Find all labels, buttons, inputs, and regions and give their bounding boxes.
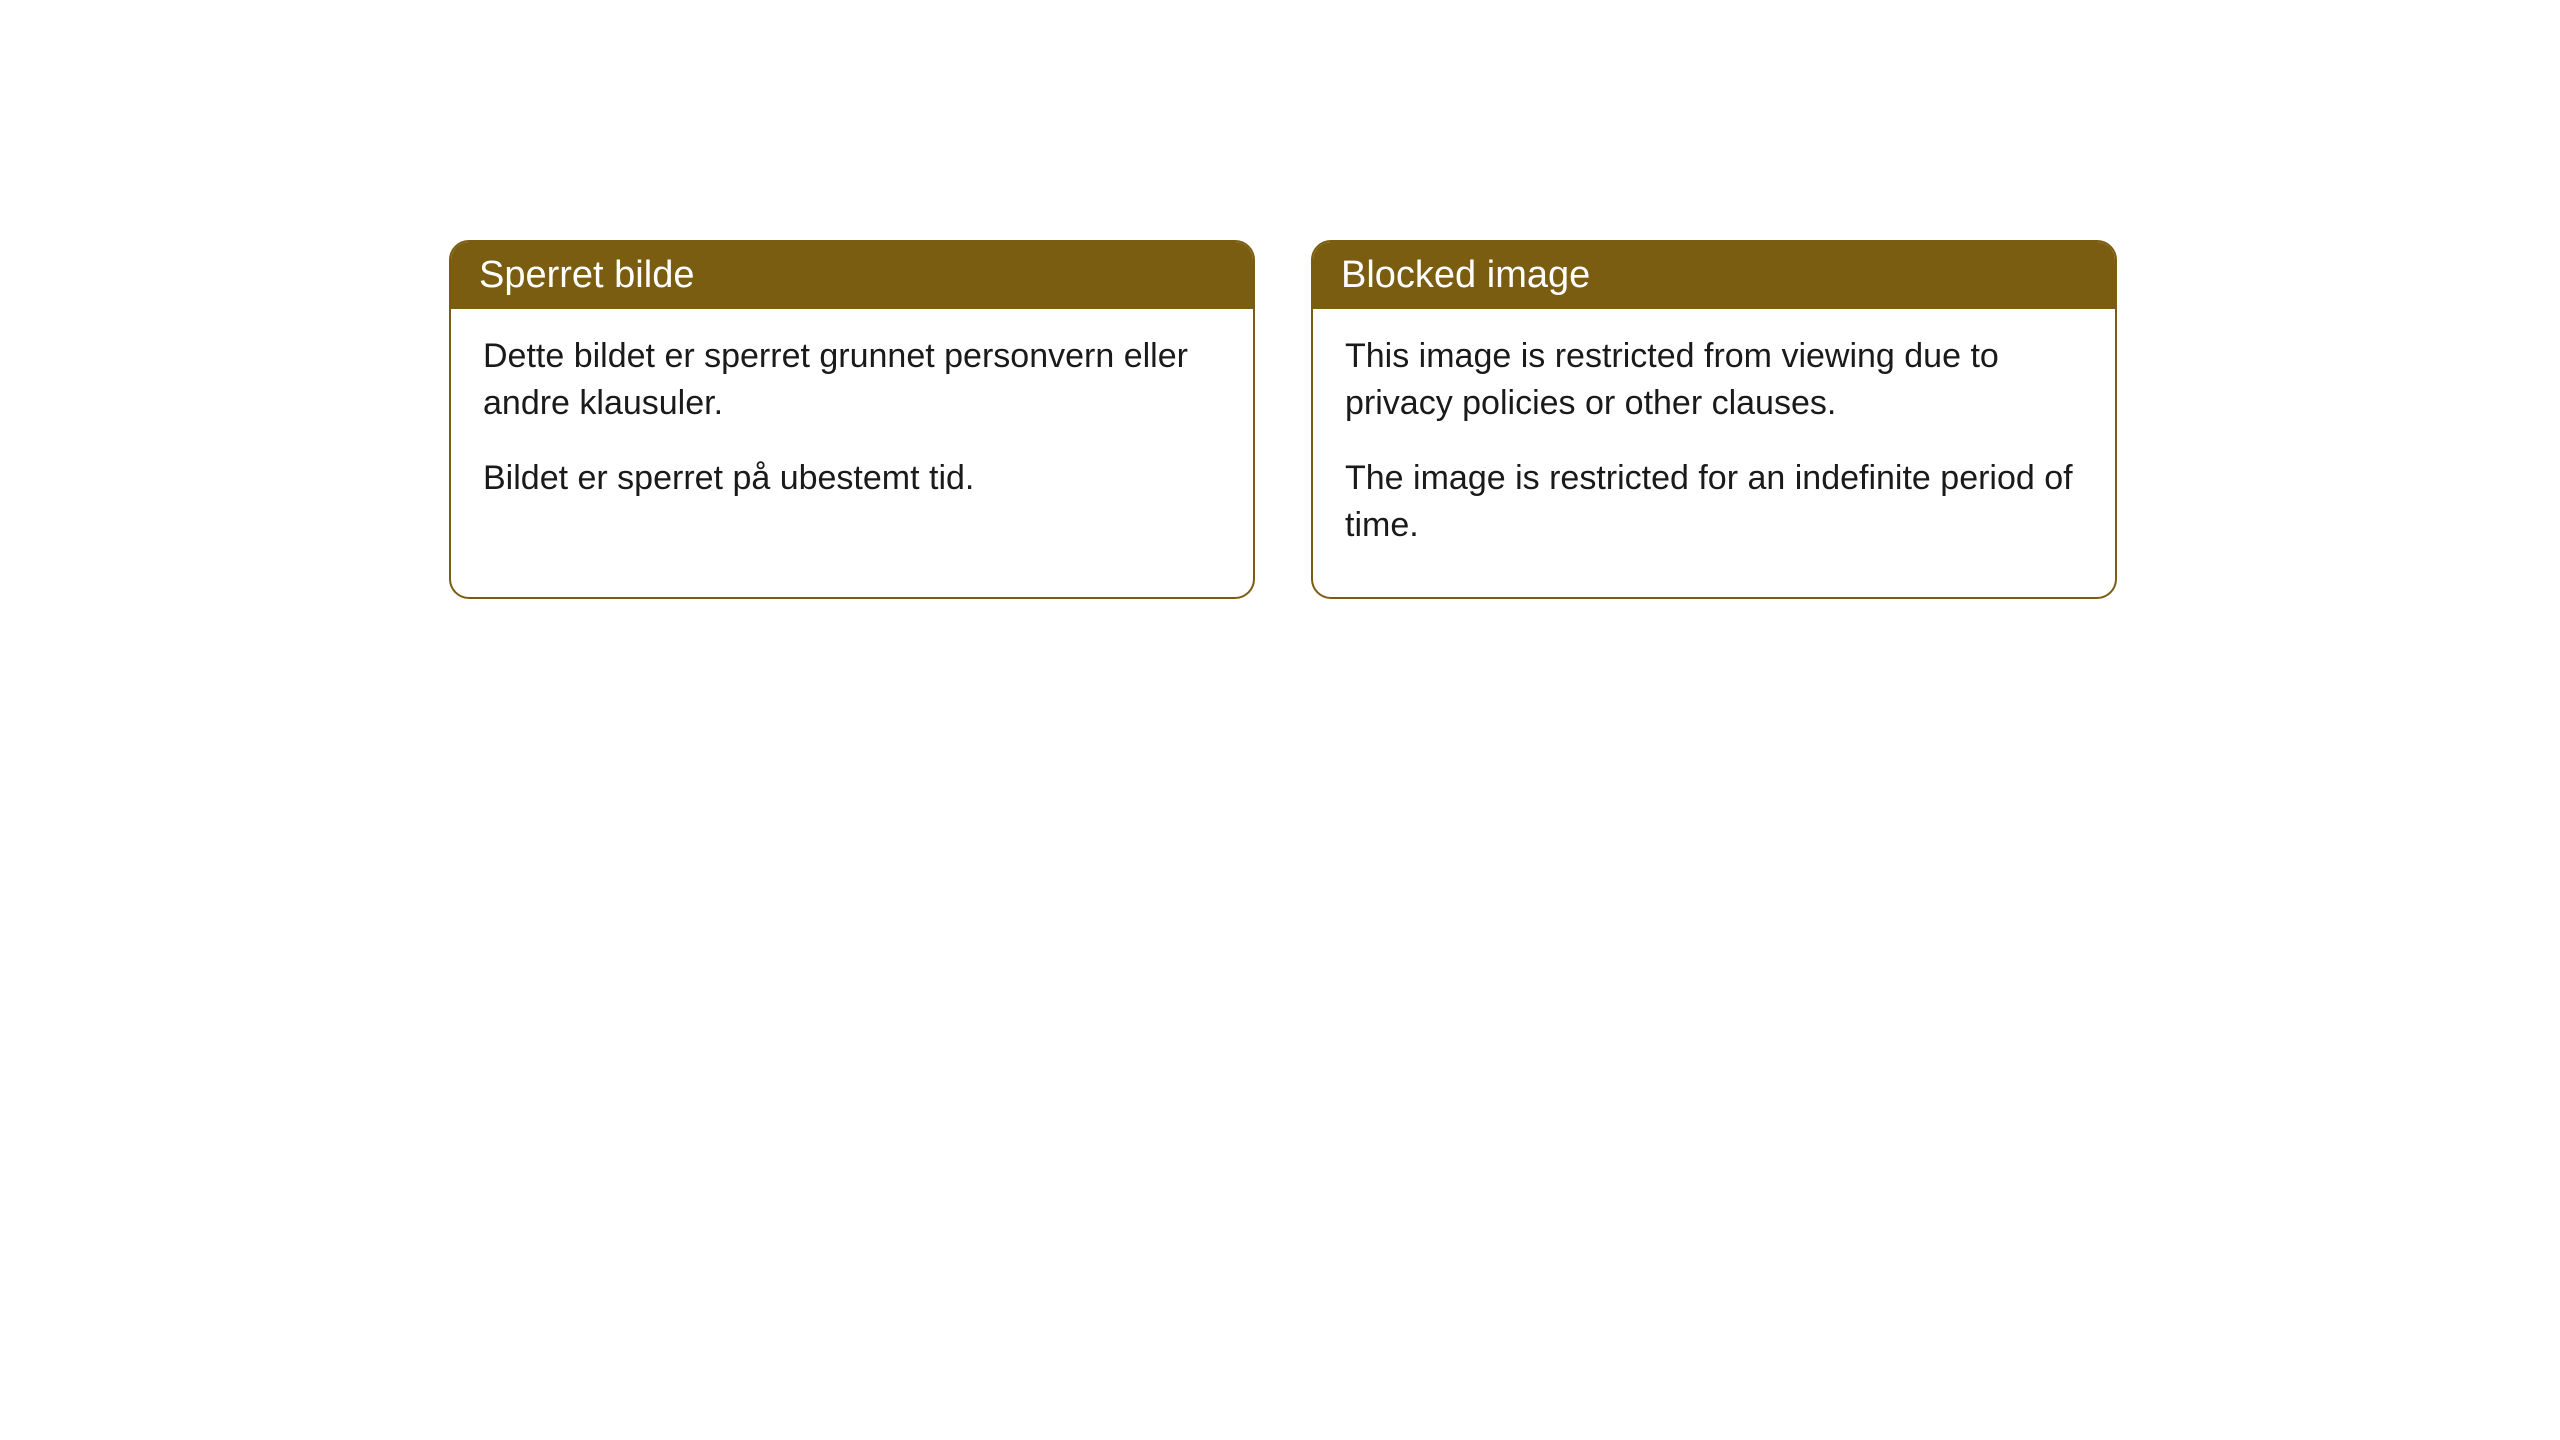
cards-container: Sperret bilde Dette bildet er sperret gr…: [449, 240, 2117, 599]
card-body-norwegian: Dette bildet er sperret grunnet personve…: [451, 309, 1253, 550]
card-paragraph-2-norwegian: Bildet er sperret på ubestemt tid.: [483, 455, 1221, 502]
card-title-norwegian: Sperret bilde: [479, 254, 694, 296]
card-paragraph-1-norwegian: Dette bildet er sperret grunnet personve…: [483, 333, 1221, 427]
card-paragraph-2-english: The image is restricted for an indefinit…: [1345, 455, 2083, 549]
card-header-english: Blocked image: [1313, 242, 2115, 309]
info-card-english: Blocked image This image is restricted f…: [1311, 240, 2117, 599]
card-header-norwegian: Sperret bilde: [451, 242, 1253, 309]
card-title-english: Blocked image: [1341, 254, 1590, 296]
card-body-english: This image is restricted from viewing du…: [1313, 309, 2115, 597]
info-card-norwegian: Sperret bilde Dette bildet er sperret gr…: [449, 240, 1255, 599]
card-paragraph-1-english: This image is restricted from viewing du…: [1345, 333, 2083, 427]
